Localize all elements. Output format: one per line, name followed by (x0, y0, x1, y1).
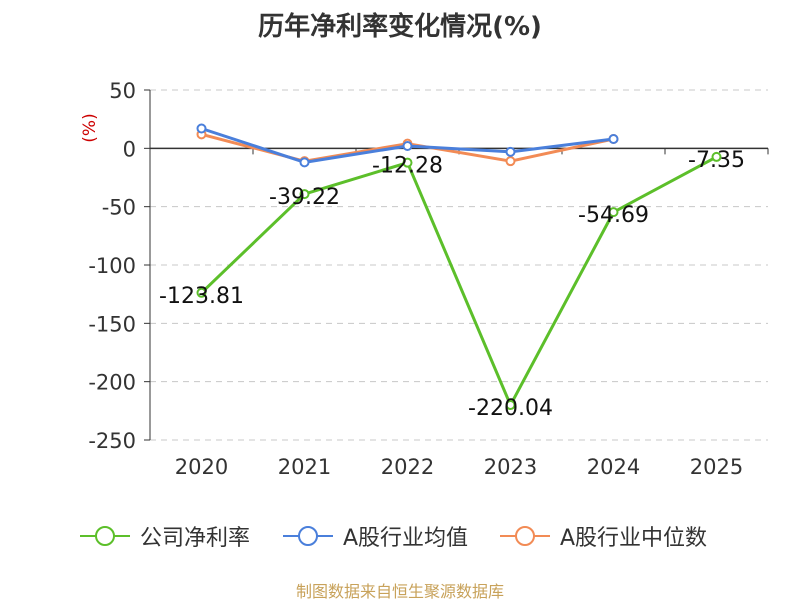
legend-marker-icon (283, 526, 333, 546)
legend-marker-icon (500, 526, 550, 546)
x-tick-label: 2022 (381, 455, 434, 479)
legend-item-industry-average[interactable]: A股行业均值 (283, 518, 468, 554)
legend-label: 公司净利率 (140, 526, 251, 551)
data-label: -123.81 (159, 284, 244, 309)
data-label: -54.69 (578, 203, 649, 228)
y-tick-label: -200 (88, 371, 136, 395)
series-point (608, 207, 619, 218)
y-tick-label: -100 (88, 254, 136, 278)
x-tick-label: 2020 (175, 455, 228, 479)
y-tick-label: -150 (88, 312, 136, 336)
legend: 公司净利率 A股行业均值 A股行业中位数 (0, 518, 800, 558)
series-point (505, 400, 516, 411)
series-point (402, 141, 413, 151)
legend-label: A股行业中位数 (560, 526, 708, 551)
series-point (505, 146, 516, 157)
legend-item-industry-median[interactable]: A股行业中位数 (500, 518, 707, 554)
data-label: -220.04 (468, 396, 553, 421)
series-group (196, 123, 722, 411)
y-tick-label: 0 (123, 137, 136, 161)
series-point (711, 151, 722, 162)
series-line (200, 155, 718, 407)
grid-lines (150, 89, 768, 441)
data-label: -12.28 (372, 154, 443, 179)
chart-title: 历年净利率变化情况(%) (258, 12, 542, 42)
series-point (505, 156, 516, 167)
legend-item-company[interactable]: 公司净利率 (80, 518, 250, 554)
axes: 50 0 -50 -100 -150 -200 -250 2020 2021 2022 2023 20… (80, 79, 769, 479)
x-tick-label: 2024 (587, 455, 640, 479)
x-tick-label: 2025 (690, 455, 743, 479)
legend-marker-icon (80, 526, 130, 546)
data-labels: -123.81 -39.22 -12.28 -220.04 -54.69 -7.35 (159, 148, 745, 421)
series-point (196, 287, 207, 298)
source-note: 制图数据来自恒生聚源数据库 (295, 582, 504, 601)
series-point (299, 157, 310, 168)
series-point (299, 189, 310, 200)
x-tick-label: 2023 (484, 455, 537, 479)
y-tick-label: -50 (102, 196, 136, 220)
series-point (196, 123, 207, 134)
data-label: -39.22 (269, 185, 340, 210)
legend-label: A股行业均值 (343, 526, 469, 551)
y-tick-label: 50 (109, 79, 136, 103)
series-point (402, 157, 413, 168)
data-label: -7.35 (688, 148, 745, 173)
series-point (608, 134, 619, 144)
y-tick-label: -250 (88, 429, 136, 453)
y-axis-title: (%) (80, 113, 100, 142)
x-tick-label: 2021 (278, 455, 331, 479)
